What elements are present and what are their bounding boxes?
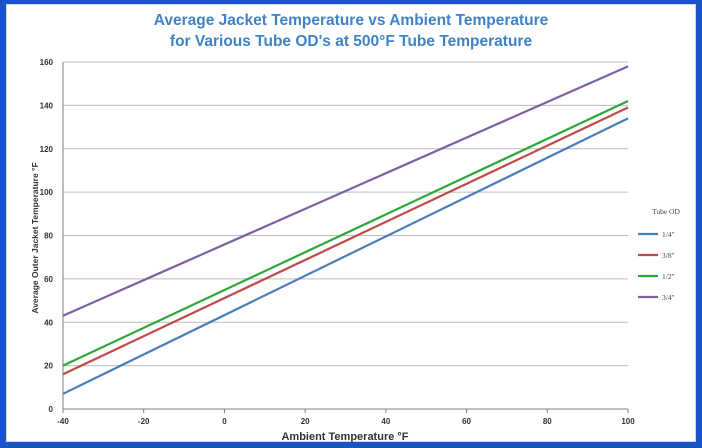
y-tick-label: 120 — [40, 145, 54, 154]
y-tick-label: 20 — [44, 362, 53, 371]
series-line-3 — [62, 100, 629, 367]
x-axis-label: Ambient Temperature °F — [281, 431, 408, 443]
x-tick-labels: -40 -20 0 20 40 60 80 100 — [57, 409, 635, 426]
chart-title-line-1: Average Jacket Temperature vs Ambient Te… — [153, 12, 549, 29]
x-tick-label: 100 — [621, 417, 635, 426]
x-tick-label: 80 — [543, 417, 552, 426]
y-axis-label: Average Outer Jacket Temperature °F — [30, 162, 40, 313]
legend-label: 3/8" — [662, 251, 675, 260]
y-tick-label: 140 — [40, 101, 54, 110]
axes — [62, 62, 628, 410]
x-tick-label: 40 — [381, 417, 390, 426]
x-tick-label: 60 — [462, 417, 471, 426]
series-line-4 — [62, 65, 629, 317]
x-tick-label: 0 — [222, 417, 227, 426]
gridlines — [63, 61, 628, 367]
y-tick-label: 100 — [40, 188, 54, 197]
series-line-1 — [62, 117, 629, 395]
chart-frame — [6, 4, 696, 442]
x-tick-label: -20 — [138, 417, 150, 426]
series-lines — [62, 65, 629, 395]
legend-label: 1/2" — [662, 272, 675, 281]
y-tick-label: 0 — [49, 405, 54, 414]
y-tick-label: 80 — [44, 232, 53, 241]
y-tick-labels: 0 20 40 60 80 100 120 140 160 — [40, 58, 54, 414]
legend-title: Tube OD — [652, 207, 680, 216]
x-tick-label: 20 — [301, 417, 310, 426]
legend-label: 1/4" — [662, 230, 675, 239]
legend: Tube OD 1/4" 3/8" 1/2" 3/4" — [638, 207, 680, 302]
series-line-2 — [62, 106, 629, 376]
y-tick-label: 60 — [44, 275, 53, 284]
y-tick-label: 160 — [40, 58, 54, 67]
chart-title-line-2: for Various Tube OD's at 500°F Tube Temp… — [169, 33, 533, 50]
legend-label: 3/4" — [662, 293, 675, 302]
y-tick-label: 40 — [44, 318, 53, 327]
x-tick-label: -40 — [57, 417, 69, 426]
